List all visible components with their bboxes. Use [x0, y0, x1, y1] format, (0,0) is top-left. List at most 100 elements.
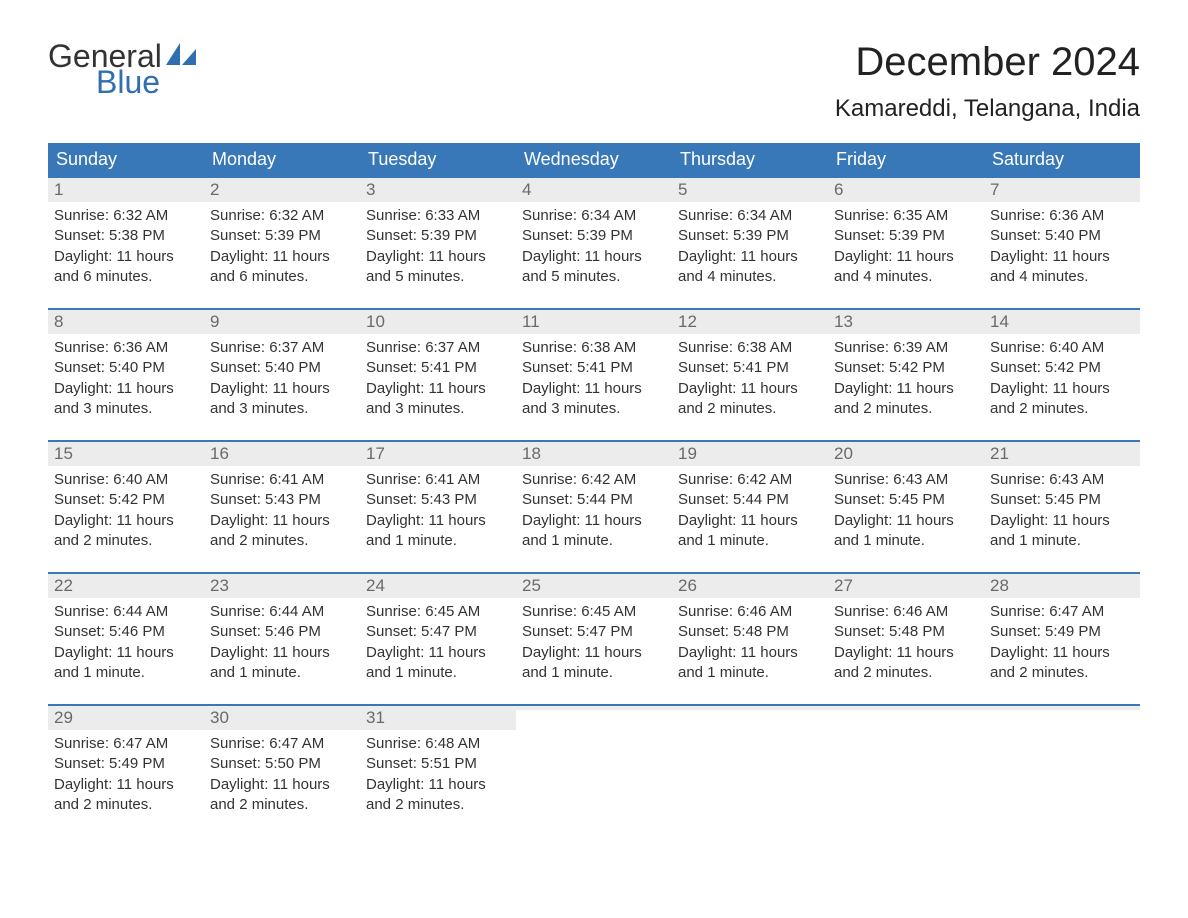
- cell-body: Sunrise: 6:40 AMSunset: 5:42 PMDaylight:…: [48, 466, 204, 557]
- cell-sunset: Sunset: 5:41 PM: [522, 358, 666, 378]
- dayheader: Monday: [204, 143, 360, 176]
- calendar-cell: 16Sunrise: 6:41 AMSunset: 5:43 PMDayligh…: [204, 442, 360, 558]
- calendar-cell: 3Sunrise: 6:33 AMSunset: 5:39 PMDaylight…: [360, 178, 516, 294]
- date-number: 5: [672, 178, 828, 202]
- cell-sunrise: Sunrise: 6:45 AM: [522, 602, 666, 622]
- calendar-cell: 29Sunrise: 6:47 AMSunset: 5:49 PMDayligh…: [48, 706, 204, 822]
- cell-day1: Daylight: 11 hours: [522, 379, 666, 399]
- calendar-cell: 8Sunrise: 6:36 AMSunset: 5:40 PMDaylight…: [48, 310, 204, 426]
- cell-day2: and 4 minutes.: [678, 267, 822, 287]
- cell-sunrise: Sunrise: 6:34 AM: [522, 206, 666, 226]
- cell-day1: Daylight: 11 hours: [54, 775, 198, 795]
- cell-body: Sunrise: 6:48 AMSunset: 5:51 PMDaylight:…: [360, 730, 516, 821]
- calendar-week: 8Sunrise: 6:36 AMSunset: 5:40 PMDaylight…: [48, 308, 1140, 426]
- cell-sunrise: Sunrise: 6:46 AM: [834, 602, 978, 622]
- dayheader-row: SundayMondayTuesdayWednesdayThursdayFrid…: [48, 143, 1140, 176]
- cell-day2: and 1 minute.: [210, 663, 354, 683]
- cell-day1: Daylight: 11 hours: [834, 511, 978, 531]
- cell-day2: and 4 minutes.: [990, 267, 1134, 287]
- cell-sunset: Sunset: 5:49 PM: [54, 754, 198, 774]
- cell-sunset: Sunset: 5:43 PM: [210, 490, 354, 510]
- calendar-cell: 27Sunrise: 6:46 AMSunset: 5:48 PMDayligh…: [828, 574, 984, 690]
- cell-sunset: Sunset: 5:40 PM: [54, 358, 198, 378]
- cell-day1: Daylight: 11 hours: [834, 643, 978, 663]
- cell-day2: and 1 minute.: [990, 531, 1134, 551]
- cell-day1: Daylight: 11 hours: [210, 247, 354, 267]
- cell-day2: and 3 minutes.: [210, 399, 354, 419]
- cell-day2: and 5 minutes.: [366, 267, 510, 287]
- cell-sunset: Sunset: 5:46 PM: [54, 622, 198, 642]
- cell-sunset: Sunset: 5:46 PM: [210, 622, 354, 642]
- cell-body: Sunrise: 6:45 AMSunset: 5:47 PMDaylight:…: [516, 598, 672, 689]
- calendar: SundayMondayTuesdayWednesdayThursdayFrid…: [48, 143, 1140, 822]
- date-number: 16: [204, 442, 360, 466]
- cell-day2: and 1 minute.: [678, 531, 822, 551]
- date-number: 25: [516, 574, 672, 598]
- cell-sunrise: Sunrise: 6:39 AM: [834, 338, 978, 358]
- cell-day1: Daylight: 11 hours: [210, 511, 354, 531]
- cell-body: Sunrise: 6:47 AMSunset: 5:49 PMDaylight:…: [48, 730, 204, 821]
- calendar-cell: 10Sunrise: 6:37 AMSunset: 5:41 PMDayligh…: [360, 310, 516, 426]
- cell-sunrise: Sunrise: 6:44 AM: [210, 602, 354, 622]
- cell-day2: and 6 minutes.: [210, 267, 354, 287]
- cell-sunrise: Sunrise: 6:43 AM: [990, 470, 1134, 490]
- cell-sunset: Sunset: 5:49 PM: [990, 622, 1134, 642]
- cell-body: Sunrise: 6:36 AMSunset: 5:40 PMDaylight:…: [48, 334, 204, 425]
- cell-sunrise: Sunrise: 6:42 AM: [678, 470, 822, 490]
- cell-sunrise: Sunrise: 6:37 AM: [210, 338, 354, 358]
- cell-sunset: Sunset: 5:44 PM: [522, 490, 666, 510]
- calendar-cell: [828, 706, 984, 822]
- title-block: December 2024 Kamareddi, Telangana, Indi…: [835, 40, 1140, 135]
- dayheader: Friday: [828, 143, 984, 176]
- date-number: 15: [48, 442, 204, 466]
- cell-day2: and 3 minutes.: [522, 399, 666, 419]
- cell-day2: and 3 minutes.: [366, 399, 510, 419]
- cell-body: Sunrise: 6:34 AMSunset: 5:39 PMDaylight:…: [516, 202, 672, 293]
- cell-day1: Daylight: 11 hours: [678, 511, 822, 531]
- calendar-cell: 22Sunrise: 6:44 AMSunset: 5:46 PMDayligh…: [48, 574, 204, 690]
- cell-sunset: Sunset: 5:47 PM: [366, 622, 510, 642]
- cell-sunset: Sunset: 5:41 PM: [678, 358, 822, 378]
- cell-day1: Daylight: 11 hours: [210, 379, 354, 399]
- calendar-cell: 13Sunrise: 6:39 AMSunset: 5:42 PMDayligh…: [828, 310, 984, 426]
- logo: General Blue: [48, 40, 200, 98]
- cell-day1: Daylight: 11 hours: [990, 247, 1134, 267]
- cell-day2: and 2 minutes.: [210, 795, 354, 815]
- cell-sunset: Sunset: 5:50 PM: [210, 754, 354, 774]
- calendar-cell: [672, 706, 828, 822]
- cell-body: Sunrise: 6:44 AMSunset: 5:46 PMDaylight:…: [48, 598, 204, 689]
- date-number: 23: [204, 574, 360, 598]
- cell-day1: Daylight: 11 hours: [834, 379, 978, 399]
- cell-sunrise: Sunrise: 6:38 AM: [522, 338, 666, 358]
- calendar-cell: 28Sunrise: 6:47 AMSunset: 5:49 PMDayligh…: [984, 574, 1140, 690]
- cell-day1: Daylight: 11 hours: [522, 511, 666, 531]
- dayheader: Tuesday: [360, 143, 516, 176]
- cell-sunrise: Sunrise: 6:35 AM: [834, 206, 978, 226]
- calendar-cell: 6Sunrise: 6:35 AMSunset: 5:39 PMDaylight…: [828, 178, 984, 294]
- cell-body: Sunrise: 6:47 AMSunset: 5:49 PMDaylight:…: [984, 598, 1140, 689]
- cell-sunset: Sunset: 5:47 PM: [522, 622, 666, 642]
- date-number: 27: [828, 574, 984, 598]
- cell-day1: Daylight: 11 hours: [54, 247, 198, 267]
- date-number: 11: [516, 310, 672, 334]
- cell-day1: Daylight: 11 hours: [678, 379, 822, 399]
- cell-body: Sunrise: 6:39 AMSunset: 5:42 PMDaylight:…: [828, 334, 984, 425]
- calendar-cell: 2Sunrise: 6:32 AMSunset: 5:39 PMDaylight…: [204, 178, 360, 294]
- header: General Blue December 2024 Kamareddi, Te…: [48, 40, 1140, 135]
- cell-sunrise: Sunrise: 6:47 AM: [54, 734, 198, 754]
- cell-body: Sunrise: 6:32 AMSunset: 5:38 PMDaylight:…: [48, 202, 204, 293]
- date-number: 8: [48, 310, 204, 334]
- cell-sunset: Sunset: 5:42 PM: [54, 490, 198, 510]
- cell-body: Sunrise: 6:34 AMSunset: 5:39 PMDaylight:…: [672, 202, 828, 293]
- cell-body: Sunrise: 6:40 AMSunset: 5:42 PMDaylight:…: [984, 334, 1140, 425]
- cell-sunrise: Sunrise: 6:41 AM: [210, 470, 354, 490]
- cell-body: Sunrise: 6:45 AMSunset: 5:47 PMDaylight:…: [360, 598, 516, 689]
- cell-body: Sunrise: 6:41 AMSunset: 5:43 PMDaylight:…: [204, 466, 360, 557]
- cell-body: Sunrise: 6:36 AMSunset: 5:40 PMDaylight:…: [984, 202, 1140, 293]
- cell-day1: Daylight: 11 hours: [210, 775, 354, 795]
- cell-sunrise: Sunrise: 6:47 AM: [990, 602, 1134, 622]
- calendar-week: 29Sunrise: 6:47 AMSunset: 5:49 PMDayligh…: [48, 704, 1140, 822]
- cell-sunset: Sunset: 5:45 PM: [834, 490, 978, 510]
- date-number: 26: [672, 574, 828, 598]
- cell-sunrise: Sunrise: 6:40 AM: [54, 470, 198, 490]
